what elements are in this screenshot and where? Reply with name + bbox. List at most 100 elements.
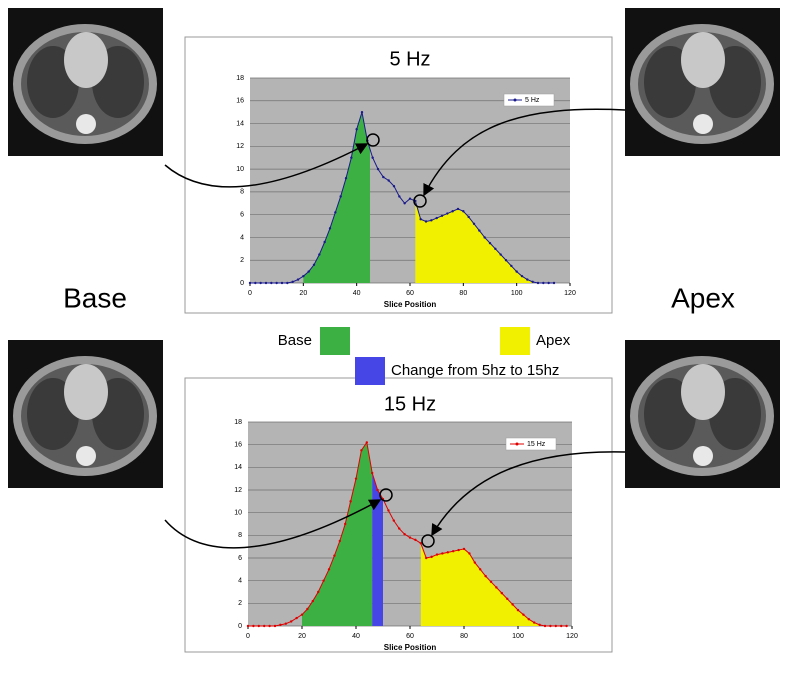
point <box>392 519 395 522</box>
point <box>430 555 433 559</box>
point <box>522 613 525 616</box>
point <box>376 167 380 171</box>
point <box>462 547 466 551</box>
annotation-path <box>164 499 382 549</box>
point <box>290 620 293 623</box>
point <box>506 597 509 600</box>
point <box>500 591 503 595</box>
point <box>295 616 298 620</box>
point <box>511 603 514 606</box>
point <box>435 216 438 220</box>
x-axis-label: Slice Position <box>384 300 437 309</box>
point <box>520 274 524 278</box>
legend-swatch <box>355 357 385 385</box>
point <box>414 538 417 542</box>
x-tick-label: 20 <box>299 290 307 297</box>
point <box>302 274 305 278</box>
point <box>419 218 422 221</box>
y-tick-label: 0 <box>238 623 242 630</box>
ct-image <box>625 340 780 488</box>
point <box>441 552 444 555</box>
point <box>371 471 374 475</box>
point <box>554 624 557 628</box>
legend-label: Apex <box>536 332 571 349</box>
ct-image <box>8 340 163 488</box>
point <box>339 195 342 198</box>
side-label: Base <box>63 282 127 313</box>
point <box>560 624 563 628</box>
point <box>354 477 358 480</box>
point <box>499 253 502 256</box>
point <box>536 281 540 285</box>
point <box>382 175 385 179</box>
y-tick-label: 6 <box>240 212 244 219</box>
point <box>526 278 529 281</box>
point <box>300 613 304 616</box>
y-tick-label: 6 <box>238 555 242 562</box>
point <box>376 488 379 492</box>
point <box>296 278 300 281</box>
y-tick-label: 4 <box>238 578 242 585</box>
region <box>420 543 540 626</box>
legend-marker <box>513 98 517 102</box>
point <box>248 281 252 285</box>
y-tick-label: 8 <box>238 532 242 539</box>
point <box>403 202 406 205</box>
y-tick-label: 16 <box>236 98 244 105</box>
y-tick-label: 12 <box>236 143 244 150</box>
point <box>515 270 518 273</box>
x-tick-label: 120 <box>564 290 576 297</box>
y-tick-label: 0 <box>240 280 244 287</box>
point <box>456 207 460 211</box>
point <box>462 210 465 213</box>
point <box>398 527 401 530</box>
point <box>479 568 482 571</box>
point <box>552 281 556 285</box>
point <box>360 110 364 114</box>
point <box>565 624 568 628</box>
x-tick-label: 80 <box>459 290 467 297</box>
annotation-path <box>164 143 369 188</box>
plot-area <box>248 422 572 626</box>
legend-box <box>505 437 557 451</box>
point <box>317 590 320 594</box>
point <box>531 280 534 284</box>
region <box>302 442 373 626</box>
point <box>259 281 262 285</box>
point <box>440 214 444 218</box>
point <box>371 156 374 159</box>
point <box>483 236 486 239</box>
point <box>543 624 547 628</box>
region <box>303 112 370 284</box>
point <box>527 618 530 621</box>
point <box>495 586 498 589</box>
point <box>533 621 536 624</box>
x-tick-label: 0 <box>246 633 250 640</box>
point <box>425 556 428 560</box>
x-tick-label: 100 <box>511 290 523 297</box>
point <box>344 177 348 180</box>
point <box>286 281 289 285</box>
point <box>467 215 470 219</box>
point <box>468 552 471 555</box>
x-tick-label: 0 <box>248 290 252 297</box>
y-tick-label: 16 <box>234 442 242 449</box>
x-tick-label: 20 <box>298 633 306 640</box>
legend-box <box>503 93 555 107</box>
point <box>365 441 368 444</box>
x-tick-label: 60 <box>406 290 414 297</box>
point <box>323 240 326 244</box>
point <box>478 229 481 232</box>
point <box>344 522 347 526</box>
x-tick-label: 40 <box>352 633 360 640</box>
point <box>279 623 282 627</box>
y-tick-label: 10 <box>236 166 244 173</box>
ct-image <box>8 8 163 156</box>
chart-title: 5 Hz <box>389 48 430 70</box>
point <box>306 607 309 611</box>
point <box>360 449 363 452</box>
point <box>355 128 358 131</box>
legend-swatch <box>500 327 530 355</box>
x-axis-label: Slice Position <box>384 643 437 652</box>
x-tick-label: 60 <box>406 633 414 640</box>
